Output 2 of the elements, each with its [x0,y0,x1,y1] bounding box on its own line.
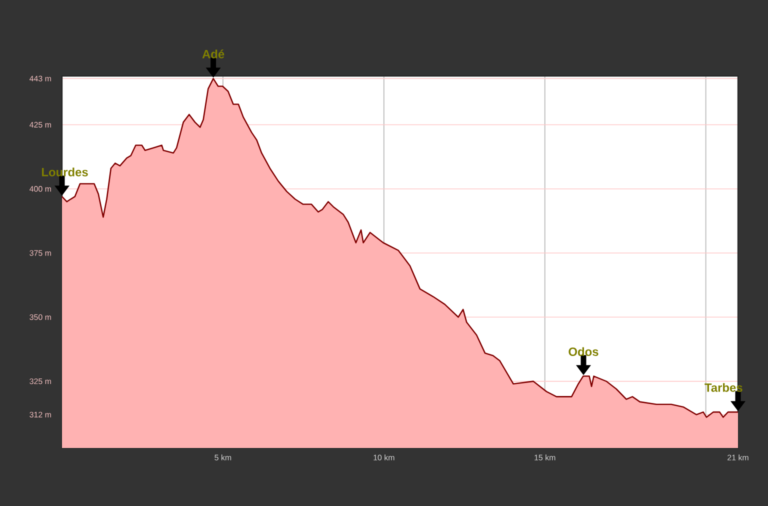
annotation: Adé [202,49,224,58]
annotation: Odos [568,347,598,356]
